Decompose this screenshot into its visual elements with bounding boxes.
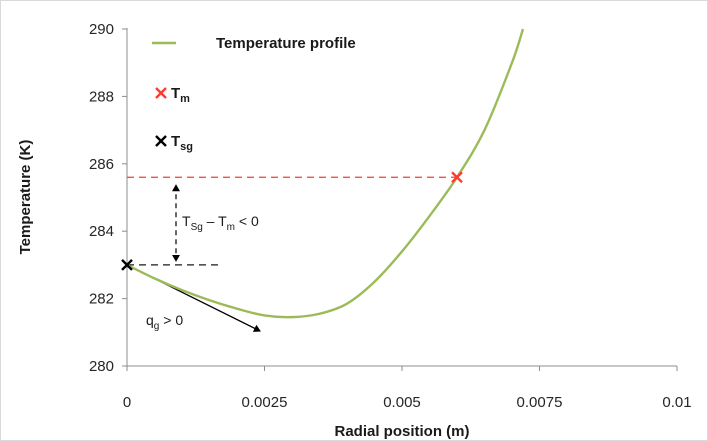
legend-temperature-profile-label: Temperature profile	[216, 35, 356, 52]
x-tick-label: 0.0025	[242, 394, 288, 411]
tm-marker	[451, 171, 463, 184]
temp-diff-annotation: TSg – Tm < 0	[182, 213, 259, 233]
legend-tsg-swatch	[155, 135, 167, 147]
y-axis-title: Temperature (K)	[17, 140, 34, 255]
series-layer	[126, 28, 525, 319]
x-tick-label: 0.0075	[517, 394, 563, 411]
tsg-marker	[121, 259, 133, 271]
legend: Temperature profile Tm Tsg	[152, 35, 356, 153]
x-tick-label: 0	[123, 394, 131, 411]
y-tick-label: 280	[89, 358, 114, 375]
legend-tm-swatch	[155, 87, 167, 99]
tick-labels: 280 282 284 286 288 290 0 0.0025 0.005 0.0075 0.01	[89, 21, 692, 411]
flux-annotation: qg > 0	[146, 312, 183, 332]
x-axis-title: Radial position (m)	[335, 423, 470, 440]
x-tick-label: 0.01	[662, 394, 691, 411]
y-tick-label: 286	[89, 156, 114, 173]
y-tick-label: 290	[89, 21, 114, 38]
guide-lines	[126, 176, 457, 332]
legend-tm-swatch-stroke-b	[155, 87, 167, 99]
y-tick-label: 284	[89, 223, 114, 240]
temperature-profile-line	[126, 28, 525, 319]
y-tick-label: 282	[89, 291, 114, 308]
axes	[122, 28, 678, 371]
y-tick-label: 288	[89, 88, 114, 105]
legend-tsg-label: Tsg	[171, 133, 193, 153]
tsg-marker-stroke-b	[121, 259, 133, 271]
point-markers	[121, 87, 463, 271]
tm-marker-stroke-b	[451, 171, 463, 184]
legend-tsg-swatch-stroke-b	[155, 135, 167, 147]
x-tick-label: 0.005	[383, 394, 421, 411]
legend-tm-label: Tm	[171, 85, 190, 105]
